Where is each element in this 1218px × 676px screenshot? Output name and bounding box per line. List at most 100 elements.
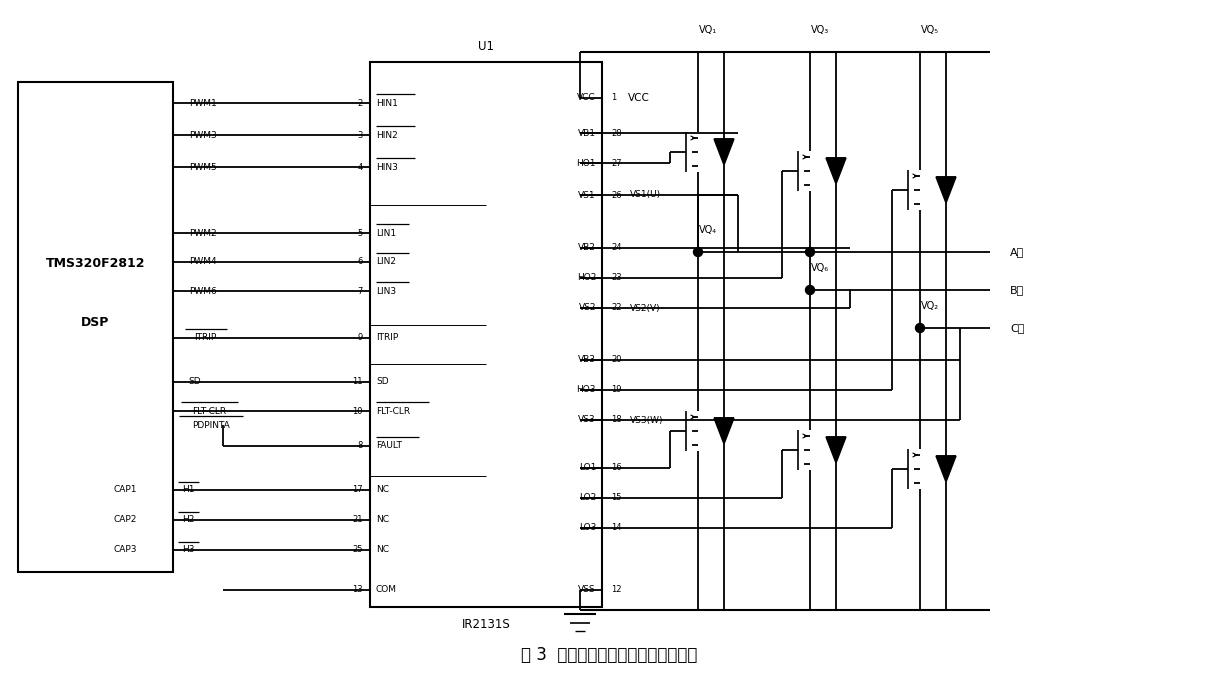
Polygon shape (935, 177, 956, 203)
Text: TMS320F2812: TMS320F2812 (46, 257, 145, 270)
Text: VS2: VS2 (579, 304, 596, 312)
Text: VSS: VSS (579, 585, 596, 594)
Text: VS2(V): VS2(V) (630, 304, 660, 312)
Text: VQ₂: VQ₂ (921, 301, 939, 311)
Text: 17: 17 (352, 485, 363, 495)
Text: 14: 14 (611, 523, 621, 533)
Text: SD: SD (189, 377, 201, 387)
Bar (370, 62, 602, 607)
Text: NC: NC (376, 516, 389, 525)
Text: VQ₁: VQ₁ (699, 25, 717, 35)
Circle shape (916, 324, 924, 333)
Text: VQ₃: VQ₃ (811, 25, 829, 35)
Text: U1: U1 (477, 39, 495, 53)
Text: B相: B相 (1010, 285, 1024, 295)
Text: NC: NC (376, 485, 389, 495)
Text: LO1: LO1 (579, 464, 596, 473)
Polygon shape (935, 456, 956, 482)
Text: 7: 7 (358, 287, 363, 295)
Text: VQ₆: VQ₆ (811, 263, 829, 273)
Text: LO2: LO2 (579, 493, 596, 502)
Text: C相: C相 (1010, 323, 1024, 333)
Text: 6: 6 (358, 258, 363, 266)
Text: 16: 16 (611, 464, 621, 473)
Text: 8: 8 (358, 441, 363, 450)
Text: FAULT: FAULT (376, 441, 402, 450)
Text: VB1: VB1 (579, 128, 596, 137)
Text: SD: SD (376, 377, 389, 387)
Text: VCC: VCC (577, 93, 596, 103)
Circle shape (805, 247, 815, 256)
Text: HIN1: HIN1 (376, 99, 398, 107)
Text: 21: 21 (352, 516, 363, 525)
Text: LIN1: LIN1 (376, 228, 396, 237)
Text: VQ₄: VQ₄ (699, 225, 717, 235)
Text: VCC: VCC (628, 93, 650, 103)
Text: PWM2: PWM2 (189, 228, 217, 237)
Text: VS1: VS1 (579, 191, 596, 199)
Text: A相: A相 (1010, 247, 1024, 257)
Text: 5: 5 (358, 228, 363, 237)
Text: LO3: LO3 (579, 523, 596, 533)
Text: 13: 13 (352, 585, 363, 594)
Text: VB3: VB3 (579, 356, 596, 364)
Text: PWM1: PWM1 (189, 99, 217, 107)
Text: H1: H1 (181, 485, 194, 495)
Text: 28: 28 (611, 128, 621, 137)
Text: PWM6: PWM6 (189, 287, 217, 295)
Text: 4: 4 (358, 162, 363, 172)
Text: FLT-CLR: FLT-CLR (192, 406, 227, 416)
Text: 19: 19 (611, 385, 621, 395)
Text: H3: H3 (181, 546, 194, 554)
Text: 15: 15 (611, 493, 621, 502)
Text: 11: 11 (352, 377, 363, 387)
Circle shape (693, 247, 703, 256)
Text: VS1(U): VS1(U) (630, 191, 661, 199)
Text: VB2: VB2 (579, 243, 596, 253)
Text: ITRIP: ITRIP (376, 333, 398, 343)
Text: DSP: DSP (82, 316, 110, 329)
Polygon shape (826, 437, 847, 463)
Text: H2: H2 (181, 516, 194, 525)
Text: LIN2: LIN2 (376, 258, 396, 266)
Text: HIN3: HIN3 (376, 162, 398, 172)
Text: 26: 26 (611, 191, 621, 199)
Text: 23: 23 (611, 274, 621, 283)
Polygon shape (826, 158, 847, 184)
Text: HO1: HO1 (576, 158, 596, 168)
Text: 20: 20 (611, 356, 621, 364)
Text: CAP3: CAP3 (113, 546, 136, 554)
Text: VQ₅: VQ₅ (921, 25, 939, 35)
Text: 25: 25 (352, 546, 363, 554)
Text: NC: NC (376, 546, 389, 554)
Text: PDPINTA: PDPINTA (192, 420, 230, 429)
Text: VS3: VS3 (579, 416, 596, 425)
Text: HO3: HO3 (576, 385, 596, 395)
Text: 12: 12 (611, 585, 621, 594)
Text: HO2: HO2 (576, 274, 596, 283)
Text: LIN3: LIN3 (376, 287, 396, 295)
Text: CAP2: CAP2 (113, 516, 136, 525)
Polygon shape (714, 139, 734, 165)
Text: 3: 3 (358, 130, 363, 139)
Text: 27: 27 (611, 158, 621, 168)
Text: 22: 22 (611, 304, 621, 312)
Text: COM: COM (376, 585, 397, 594)
Bar (18, 82, 173, 572)
Text: PWM3: PWM3 (189, 130, 217, 139)
Text: 24: 24 (611, 243, 621, 253)
Text: PWM4: PWM4 (189, 258, 217, 266)
Polygon shape (714, 418, 734, 444)
Text: CAP1: CAP1 (113, 485, 136, 495)
Text: FLT-CLR: FLT-CLR (376, 406, 410, 416)
Text: ITRIP: ITRIP (194, 333, 216, 343)
Text: IR2131S: IR2131S (462, 619, 510, 631)
Text: 1: 1 (611, 93, 616, 103)
Text: 图 3  全桥式电机驱动电路控制原理图: 图 3 全桥式电机驱动电路控制原理图 (521, 646, 697, 664)
Text: 9: 9 (358, 333, 363, 343)
Text: 18: 18 (611, 416, 621, 425)
Circle shape (805, 285, 815, 295)
Text: PWM5: PWM5 (189, 162, 217, 172)
Text: VS3(W): VS3(W) (630, 416, 664, 425)
Text: HIN2: HIN2 (376, 130, 398, 139)
